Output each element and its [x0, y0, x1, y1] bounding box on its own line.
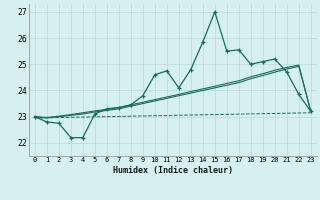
X-axis label: Humidex (Indice chaleur): Humidex (Indice chaleur)	[113, 166, 233, 175]
